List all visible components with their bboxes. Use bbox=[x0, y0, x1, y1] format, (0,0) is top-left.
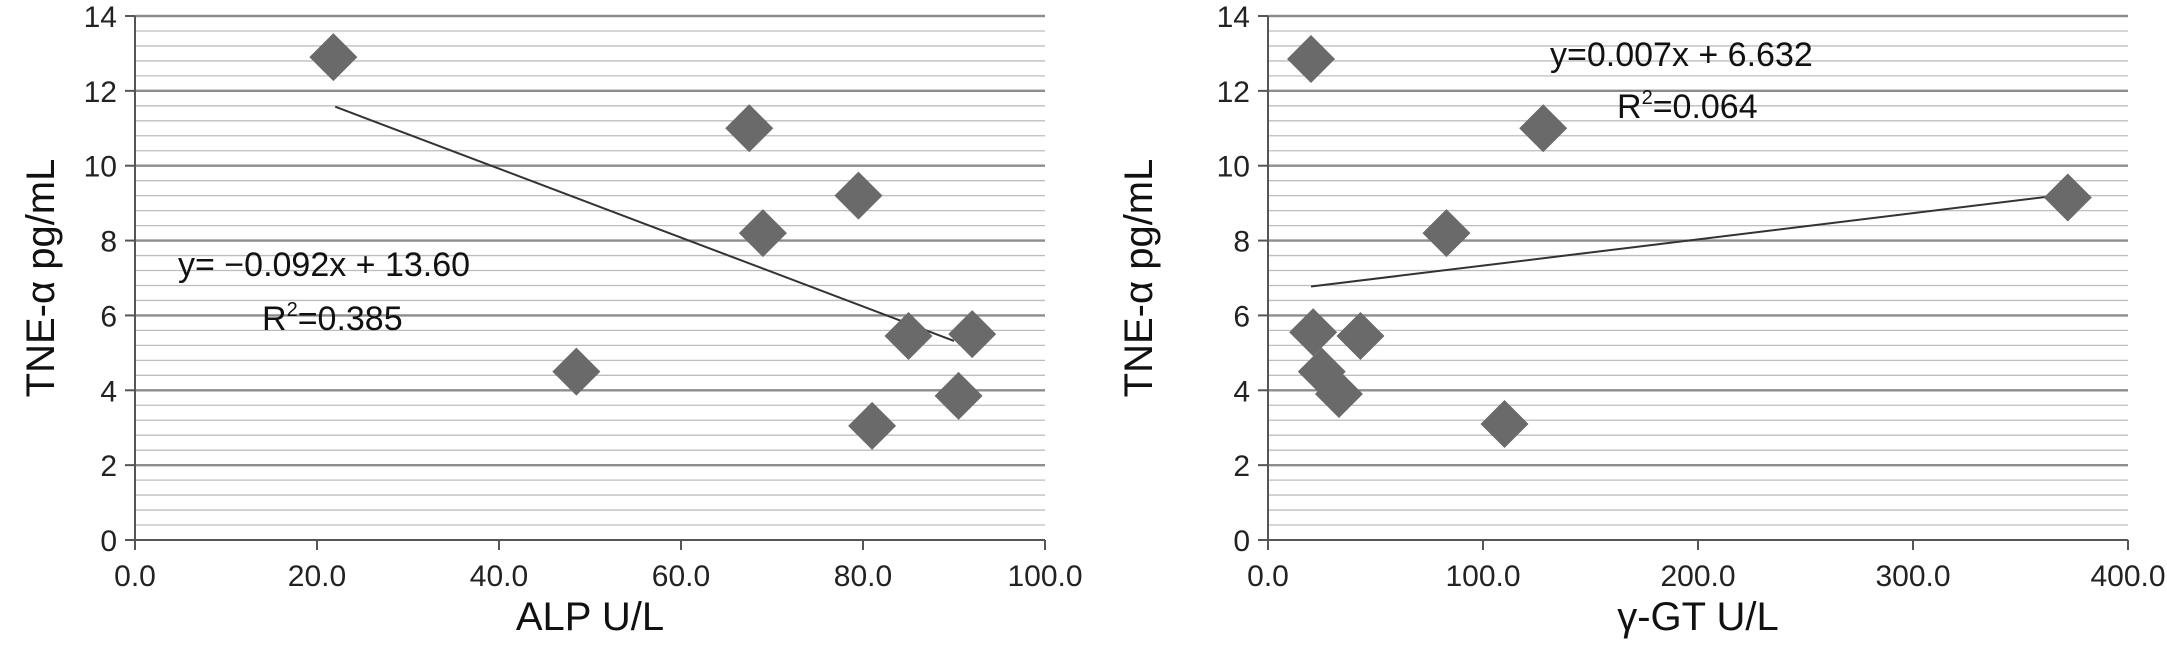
alp-data-point-7 bbox=[884, 312, 933, 361]
ggt-r-squared: R2=0.064 bbox=[1617, 87, 1758, 126]
ggt-r-squared-value: =0.064 bbox=[1653, 88, 1758, 126]
alp-x-axis-title: ALP U/L bbox=[516, 595, 664, 639]
alp-x-tick-label: 60.0 bbox=[652, 560, 710, 593]
alp-trendline bbox=[334, 105, 955, 342]
alp-y-tick-label: 4 bbox=[100, 375, 117, 408]
ggt-data-point-4 bbox=[1314, 370, 1363, 419]
alp-scatter-chart: 0 2 4 6 8 10 12 14 0.0 20.0 40.0 60.0 80.0 100.0 y= −0… bbox=[19, 1, 1083, 639]
alp-data-point-3 bbox=[725, 104, 774, 153]
alp-y-tick-label: 6 bbox=[100, 300, 117, 333]
ggt-data-point-1 bbox=[1287, 35, 1335, 84]
ggt-y-tick-label: 10 bbox=[1217, 151, 1250, 184]
alp-data-point-8 bbox=[934, 371, 983, 420]
ggt-x-tick-label: 400.0 bbox=[2090, 560, 2165, 593]
ggt-y-tick-label: 0 bbox=[1233, 525, 1250, 558]
alp-data-point-2 bbox=[552, 347, 601, 396]
ggt-y-tick-label: 8 bbox=[1233, 226, 1250, 259]
alp-y-tick-label: 14 bbox=[84, 1, 117, 34]
alp-y-tick-label: 12 bbox=[84, 76, 117, 109]
ggt-r-squared-prefix: R bbox=[1617, 88, 1642, 126]
alp-x-tick-label: 80.0 bbox=[834, 560, 892, 593]
alp-y-tick-label: 8 bbox=[100, 226, 117, 259]
ggt-y-axis-title: TNE-α pg/mL bbox=[1117, 159, 1161, 398]
ggt-data-point-9 bbox=[2043, 173, 2092, 222]
ggt-x-tick-label: 200.0 bbox=[1660, 560, 1735, 593]
alp-data-point-9 bbox=[948, 310, 997, 359]
alp-x-tick-label: 20.0 bbox=[288, 560, 346, 593]
ggt-y-tick-label: 2 bbox=[1233, 450, 1250, 483]
alp-y-tick-label: 10 bbox=[84, 151, 117, 184]
alp-r-squared-sup: 2 bbox=[287, 299, 298, 321]
alp-r-squared: R2=0.385 bbox=[262, 299, 403, 338]
alp-y-axis-title: TNE-α pg/mL bbox=[19, 159, 63, 398]
ggt-x-tick-label: 0.0 bbox=[1247, 560, 1289, 593]
alp-y-tick-label: 2 bbox=[100, 450, 117, 483]
ggt-x-axis-title: γ-GT U/L bbox=[1617, 595, 1779, 639]
alp-x-tick-label: 100.0 bbox=[1007, 560, 1082, 593]
ggt-r-squared-sup: 2 bbox=[1642, 87, 1653, 109]
ggt-data-point-7 bbox=[1480, 399, 1529, 448]
ggt-scatter-svg: 0 2 4 6 8 10 12 14 0.0 100.0 200.0 300.0 400.0 y=0.00… bbox=[1117, 1, 2166, 639]
alp-data-point-4 bbox=[738, 209, 787, 258]
ggt-y-tick-label: 12 bbox=[1217, 76, 1250, 109]
alp-data-point-1 bbox=[309, 33, 358, 82]
alp-y-tick-label: 0 bbox=[100, 525, 117, 558]
alp-scatter-svg: 0 2 4 6 8 10 12 14 0.0 20.0 40.0 60.0 80.0 100.0 y= −0… bbox=[19, 1, 1083, 639]
ggt-data-point-8 bbox=[1519, 104, 1568, 153]
ggt-data-point-6 bbox=[1422, 209, 1471, 258]
ggt-x-tick-label: 100.0 bbox=[1445, 560, 1520, 593]
alp-x-tick-label: 0.0 bbox=[114, 560, 156, 593]
ggt-x-tick-label: 300.0 bbox=[1875, 560, 1950, 593]
ggt-scatter-chart: 0 2 4 6 8 10 12 14 0.0 100.0 200.0 300.0 400.0 y=0.00… bbox=[1100, 0, 2167, 667]
ggt-y-tick-label: 6 bbox=[1233, 300, 1250, 333]
alp-x-tick-label: 40.0 bbox=[470, 560, 528, 593]
ggt-trendline bbox=[1310, 193, 2068, 288]
ggt-y-tick-label: 4 bbox=[1233, 375, 1250, 408]
ggt-data-point-2 bbox=[1289, 308, 1338, 357]
alp-data-point-6 bbox=[848, 401, 897, 450]
alp-r-squared-prefix: R bbox=[262, 300, 287, 338]
ggt-trend-equation: y=0.007x + 6.632 bbox=[1550, 36, 1813, 74]
ggt-y-tick-label: 14 bbox=[1217, 1, 1250, 34]
alp-trend-equation: y= −0.092x + 13.60 bbox=[178, 246, 470, 284]
ggt-data-point-5 bbox=[1336, 312, 1385, 361]
alp-r-squared-value: =0.385 bbox=[298, 300, 403, 338]
alp-data-point-5 bbox=[834, 171, 883, 220]
